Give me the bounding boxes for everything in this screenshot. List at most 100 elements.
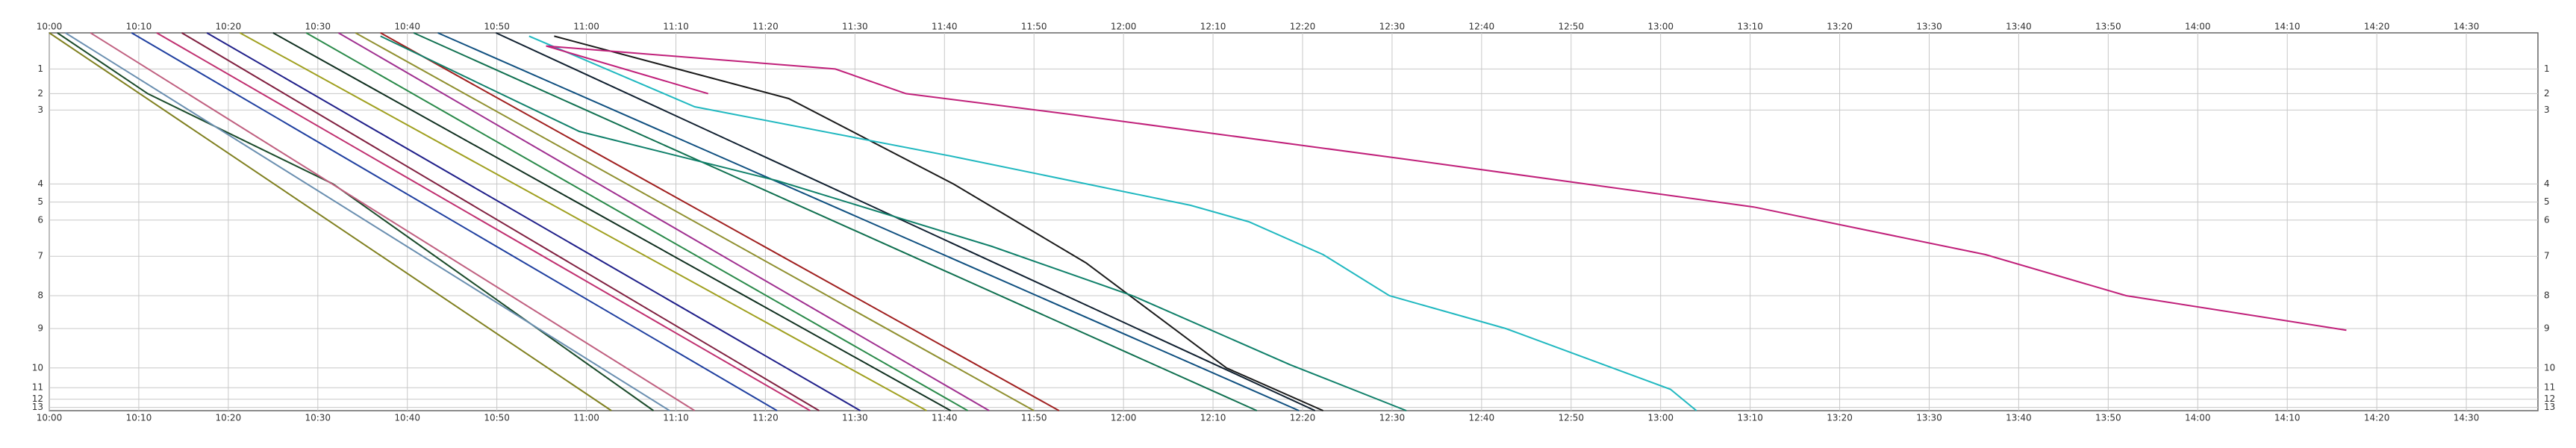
y-tick-label-right: 12: [2544, 393, 2555, 404]
train-line: [181, 32, 820, 411]
x-tick-label-bottom: 14:20: [2364, 413, 2390, 423]
y-tick-label-right: 3: [2544, 105, 2550, 115]
train-line: [57, 32, 655, 411]
x-tick-label-top: 14:10: [2274, 22, 2301, 32]
y-tick-label-left: 3: [37, 105, 43, 115]
x-tick-label-bottom: 11:30: [842, 413, 868, 423]
y-tick-label-right: 5: [2544, 196, 2550, 207]
x-tick-label-bottom: 10:40: [394, 413, 420, 423]
x-tick-label-top: 12:00: [1111, 22, 1137, 32]
train-line: [272, 32, 952, 411]
x-tick-label-top: 11:30: [842, 22, 868, 32]
train-line: [65, 32, 670, 411]
y-tick-label-right: 1: [2544, 63, 2550, 74]
train-line: [546, 45, 2347, 332]
x-tick-label-top: 14:30: [2454, 22, 2480, 32]
train-line: [156, 32, 811, 411]
x-tick-label-top: 13:40: [2006, 22, 2032, 32]
train-line: [206, 32, 861, 411]
x-tick-label-top: 11:20: [752, 22, 779, 32]
x-tick-label-bottom: 10:20: [216, 413, 242, 423]
x-tick-label-bottom: 14:00: [2185, 413, 2211, 423]
train-line: [528, 35, 1697, 411]
x-tick-label-top: 13:30: [1916, 22, 1942, 32]
train-line: [239, 32, 927, 411]
y-tick-label-right: 2: [2544, 88, 2550, 99]
x-tick-label-top: 13:00: [1647, 22, 1674, 32]
x-tick-label-bottom: 13:10: [1737, 413, 1763, 423]
x-tick-label-bottom: 13:00: [1647, 413, 1674, 423]
x-tick-label-bottom: 10:50: [484, 413, 510, 423]
y-tick-label-left: 5: [37, 196, 43, 207]
x-tick-label-top: 13:10: [1737, 22, 1763, 32]
x-tick-label-bottom: 13:20: [1827, 413, 1853, 423]
y-tick-label-left: 9: [37, 323, 43, 334]
train-line: [337, 32, 990, 411]
y-tick-label-right: 10: [2544, 362, 2555, 373]
x-tick-label-bottom: 13:40: [2006, 413, 2032, 423]
x-tick-label-top: 14:00: [2185, 22, 2211, 32]
x-tick-label-top: 11:10: [663, 22, 689, 32]
x-tick-label-top: 10:30: [305, 22, 331, 32]
x-tick-label-top: 11:40: [932, 22, 958, 32]
y-tick-label-right: 6: [2544, 214, 2550, 225]
y-tick-label-right: 9: [2544, 323, 2550, 334]
y-tick-label-left: 11: [32, 382, 43, 393]
x-tick-label-bottom: 11:20: [752, 413, 779, 423]
x-tick-label-bottom: 12:30: [1379, 413, 1406, 423]
x-tick-label-top: 14:20: [2364, 22, 2390, 32]
train-line: [554, 35, 1324, 411]
y-tick-label-left: 8: [37, 290, 43, 301]
x-tick-label-top: 12:50: [1558, 22, 1584, 32]
x-tick-label-top: 12:30: [1379, 22, 1406, 32]
y-tick-label-left: 2: [37, 88, 43, 99]
x-tick-label-bottom: 14:10: [2274, 413, 2301, 423]
y-tick-label-left: 10: [32, 362, 43, 373]
x-tick-label-top: 13:50: [2095, 22, 2121, 32]
x-tick-label-top: 10:40: [394, 22, 420, 32]
train-line: [437, 32, 1300, 411]
x-tick-label-top: 12:40: [1469, 22, 1495, 32]
x-tick-label-bottom: 11:10: [663, 413, 689, 423]
train-line: [305, 32, 968, 411]
x-tick-label-bottom: 10:00: [37, 413, 63, 423]
x-tick-label-top: 10:00: [37, 22, 63, 32]
x-tick-label-top: 10:50: [484, 22, 510, 32]
y-tick-label-left: 1: [37, 63, 43, 74]
y-tick-label-right: 4: [2544, 178, 2550, 189]
train-line: [546, 45, 708, 95]
x-tick-label-top: 10:20: [216, 22, 242, 32]
train-line: [380, 32, 1060, 411]
train-line: [380, 35, 1407, 411]
y-tick-label-left: 4: [37, 178, 43, 189]
x-tick-label-bottom: 12:20: [1290, 413, 1316, 423]
x-tick-label-bottom: 10:30: [305, 413, 331, 423]
train-line: [413, 32, 1258, 411]
y-tick-label-right: 13: [2544, 402, 2555, 412]
x-tick-label-bottom: 11:00: [573, 413, 599, 423]
y-tick-label-right: 11: [2544, 382, 2555, 393]
train-line: [495, 32, 1316, 411]
x-tick-label-bottom: 12:40: [1469, 413, 1495, 423]
x-tick-label-bottom: 13:30: [1916, 413, 1942, 423]
x-tick-label-bottom: 11:40: [932, 413, 958, 423]
x-tick-label-top: 12:20: [1290, 22, 1316, 32]
y-tick-label-left: 7: [37, 251, 43, 261]
y-tick-label-left: 6: [37, 214, 43, 225]
x-tick-label-bottom: 11:50: [1021, 413, 1047, 423]
x-tick-label-top: 11:50: [1021, 22, 1047, 32]
y-tick-label-left: 12: [32, 393, 43, 404]
y-tick-label-left: 13: [32, 402, 43, 412]
train-line: [355, 32, 1035, 411]
x-tick-label-top: 13:20: [1827, 22, 1853, 32]
plot-frame: [49, 32, 2539, 411]
x-tick-label-bottom: 12:10: [1200, 413, 1226, 423]
y-tick-label-right: 7: [2544, 251, 2550, 261]
x-tick-label-top: 11:00: [573, 22, 599, 32]
x-tick-label-bottom: 13:50: [2095, 413, 2121, 423]
train-line: [49, 32, 612, 411]
x-tick-label-top: 10:10: [126, 22, 152, 32]
x-tick-label-bottom: 12:00: [1111, 413, 1137, 423]
y-tick-label-right: 8: [2544, 290, 2550, 301]
